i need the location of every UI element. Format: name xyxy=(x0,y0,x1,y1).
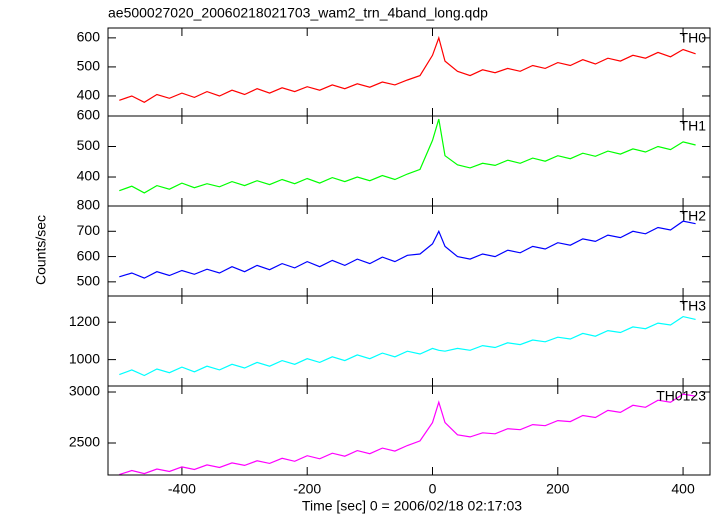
series-label: TH2 xyxy=(680,208,707,224)
y-tick-label: 600 xyxy=(77,247,101,263)
series-line xyxy=(119,118,696,194)
x-tick-label: -200 xyxy=(293,481,321,497)
series-line xyxy=(119,315,696,377)
x-tick-label: 200 xyxy=(546,481,570,497)
y-tick-label: 1000 xyxy=(69,350,100,366)
series-line xyxy=(119,35,696,103)
series-line xyxy=(119,220,696,279)
y-tick-label: 800 xyxy=(77,197,101,213)
x-tick-label: 400 xyxy=(671,481,695,497)
y-tick-label: 500 xyxy=(77,273,101,289)
y-axis-label: Counts/sec xyxy=(33,215,49,285)
y-tick-label: 3000 xyxy=(69,383,100,399)
y-tick-label: 400 xyxy=(77,87,101,103)
panel-frame xyxy=(107,27,711,117)
y-tick-label: 400 xyxy=(77,168,101,184)
y-tick-label: 2500 xyxy=(69,434,100,450)
panel-frame xyxy=(107,385,711,476)
x-tick-label: -400 xyxy=(168,481,196,497)
series-label: TH0123 xyxy=(656,388,706,404)
y-tick-label: 500 xyxy=(77,137,101,153)
y-tick-label: 500 xyxy=(77,58,101,74)
x-axis-label: Time [sec] 0 = 2006/02/18 02:17:03 xyxy=(302,498,522,514)
y-tick-label: 700 xyxy=(77,222,101,238)
panel-frame xyxy=(107,295,711,387)
series-line xyxy=(119,393,696,476)
y-tick-label: 600 xyxy=(77,29,101,45)
chart-title: ae500027020_20060218021703_wam2_trn_4ban… xyxy=(108,5,488,21)
y-tick-label: 600 xyxy=(77,107,101,123)
y-tick-label: 1200 xyxy=(69,313,100,329)
panel-frame xyxy=(107,205,711,297)
series-label: TH1 xyxy=(680,118,707,134)
series-label: TH3 xyxy=(680,298,707,314)
panel-frame xyxy=(107,115,711,207)
series-label: TH0 xyxy=(680,30,707,46)
x-tick-label: 0 xyxy=(429,481,437,497)
